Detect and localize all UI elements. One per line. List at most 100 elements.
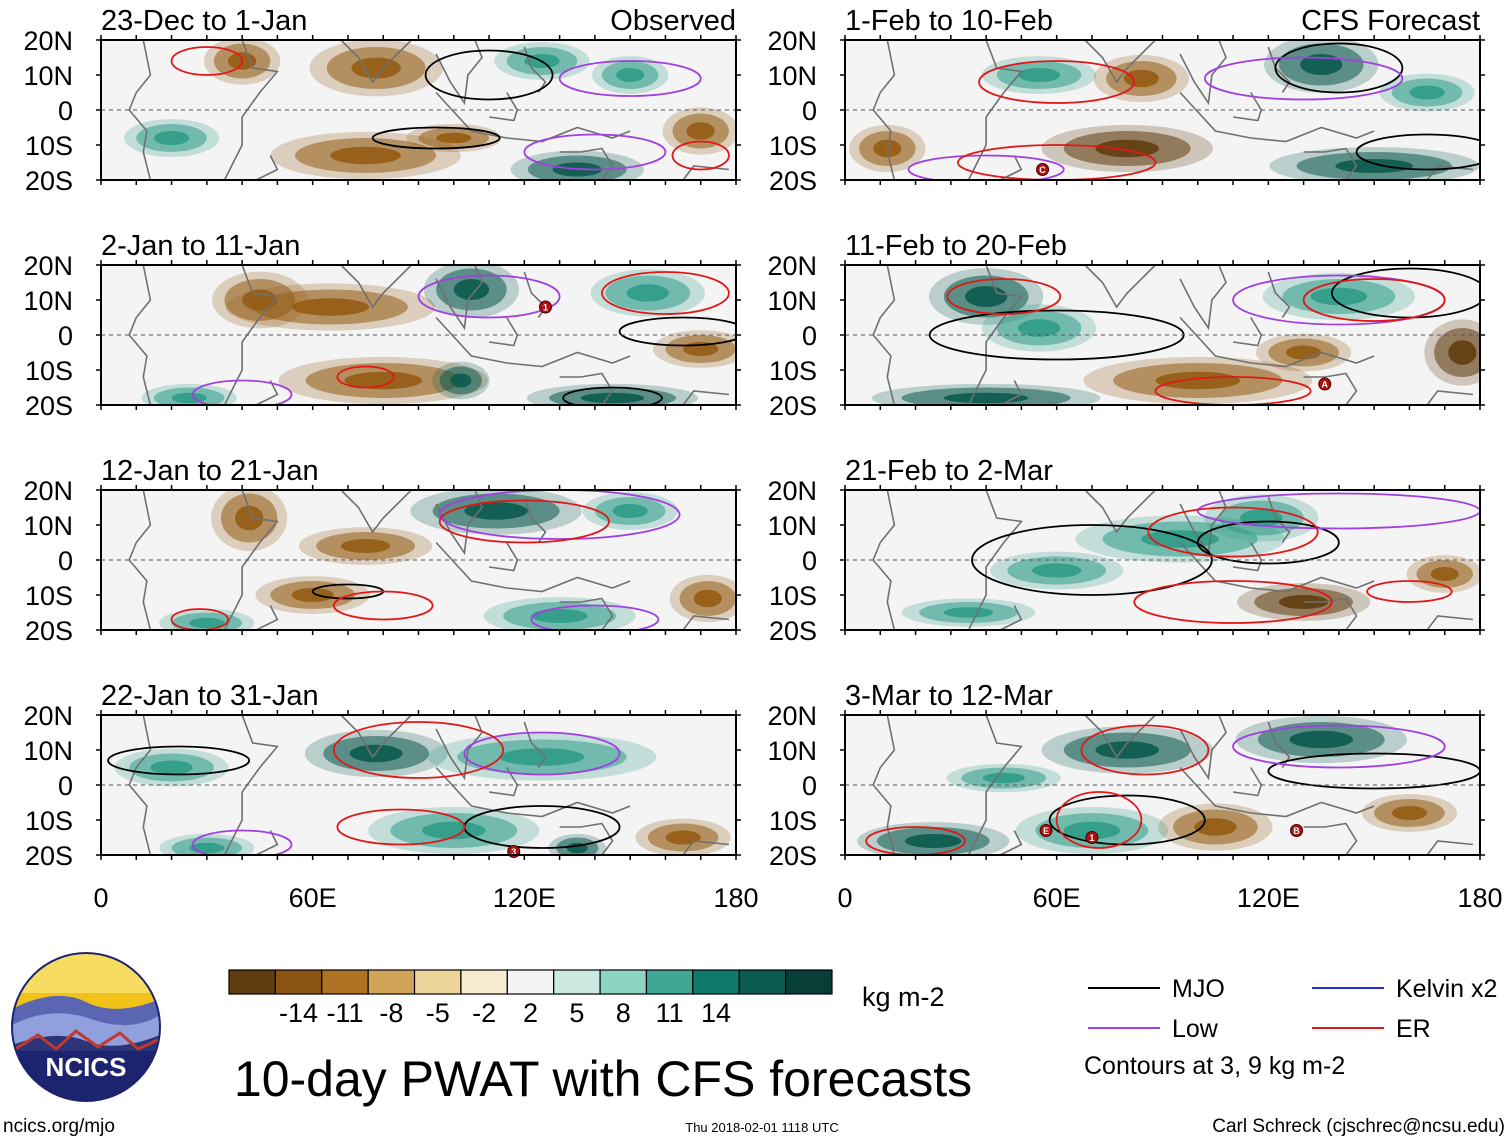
svg-text:1: 1 bbox=[1089, 833, 1094, 843]
y-tick-label: 10S bbox=[769, 131, 817, 161]
anomaly-blob-core bbox=[964, 286, 1008, 307]
storm-marker: E bbox=[1039, 824, 1053, 837]
panel-6: A 20N 10N 0 10S 20S 11-Feb to 20-Feb bbox=[767, 230, 1485, 421]
colorbar-tick-label: 5 bbox=[569, 998, 584, 1028]
y-tick-label: 20S bbox=[25, 391, 73, 421]
panel-title: 21-Feb to 2-Mar bbox=[845, 455, 1053, 487]
colorbar-swatch bbox=[645, 969, 694, 995]
svg-text:B: B bbox=[1293, 826, 1300, 836]
x-tick-label: 120E bbox=[493, 883, 556, 913]
colorbar-swatch bbox=[553, 969, 601, 995]
panel-title: 3-Mar to 12-Mar bbox=[845, 680, 1053, 712]
low-contour bbox=[191, 829, 293, 855]
anomaly-blob-core bbox=[344, 371, 423, 390]
colorbar-tick-label: 8 bbox=[616, 998, 631, 1028]
low-contour bbox=[558, 60, 702, 97]
mjo-contour bbox=[562, 386, 663, 405]
er-contour bbox=[170, 46, 244, 76]
y-tick-label: 0 bbox=[802, 321, 817, 351]
y-tick-label: 10S bbox=[769, 581, 817, 611]
y-tick-label: 20N bbox=[23, 701, 73, 731]
y-tick-label: 10S bbox=[25, 581, 73, 611]
y-tick-label: 20S bbox=[25, 841, 73, 871]
low-contour bbox=[1232, 724, 1446, 769]
logo-text: NCICS bbox=[46, 1052, 127, 1082]
panel-title: 1-Feb to 10-Feb bbox=[845, 5, 1053, 37]
panel-source-label: Observed bbox=[610, 5, 736, 37]
x-tick-label: 60E bbox=[1033, 883, 1081, 913]
anomaly-blob-core bbox=[1017, 68, 1061, 82]
figure-title: 10-day PWAT with CFS forecasts bbox=[234, 1051, 972, 1107]
anomaly-blob-core bbox=[686, 122, 715, 140]
x-tick-label: 120E bbox=[1237, 883, 1300, 913]
er-contour bbox=[1154, 376, 1312, 405]
anomaly-field bbox=[128, 265, 736, 405]
legend-note: Contours at 3, 9 kg m-2 bbox=[1084, 1052, 1345, 1080]
anomaly-blob-core bbox=[1095, 741, 1159, 759]
anomaly-blob-core bbox=[580, 392, 645, 404]
anomaly-blob-core bbox=[450, 373, 472, 388]
er-contour bbox=[170, 608, 229, 630]
colorbar-swatch bbox=[692, 969, 740, 995]
panel-title: 22-Jan to 31-Jan bbox=[101, 680, 319, 712]
anomaly-blob-core bbox=[1123, 69, 1159, 88]
y-tick-label: 10N bbox=[23, 286, 73, 316]
mjo-contour bbox=[618, 316, 736, 347]
colorbar-tick-label: 2 bbox=[523, 998, 538, 1028]
y-tick-label: 0 bbox=[58, 771, 73, 801]
er-contour bbox=[1133, 580, 1333, 624]
anomaly-blob-core bbox=[1141, 530, 1219, 548]
y-tick-label: 10N bbox=[23, 736, 73, 766]
contour-legend: MJO Kelvin x2 Low ER Contours at 3, 9 kg m-2 bbox=[1084, 975, 1497, 1080]
colorbar-tick-label: 14 bbox=[701, 998, 731, 1028]
colorbar-swatch bbox=[413, 969, 462, 995]
y-tick-label: 10N bbox=[23, 61, 73, 91]
anomaly-blob-core bbox=[340, 539, 391, 553]
y-tick-label: 10N bbox=[767, 61, 817, 91]
y-tick-label: 0 bbox=[802, 546, 817, 576]
y-tick-label: 0 bbox=[58, 546, 73, 576]
anomaly-blob-core bbox=[693, 589, 722, 608]
y-tick-label: 20N bbox=[23, 26, 73, 56]
x-tick-label: 180 bbox=[713, 883, 758, 913]
panel-source-label: CFS Forecast bbox=[1301, 5, 1480, 37]
anomaly-blob-core bbox=[1155, 371, 1241, 390]
anomaly-field bbox=[872, 490, 1480, 630]
y-tick-label: 20N bbox=[767, 701, 817, 731]
low-contour bbox=[1196, 492, 1480, 530]
coastlines bbox=[872, 40, 1473, 180]
y-tick-label: 20S bbox=[25, 616, 73, 646]
anomaly-blob-core bbox=[242, 289, 278, 311]
er-contour bbox=[601, 271, 730, 315]
panel-title: 23-Dec to 1-Jan bbox=[101, 5, 307, 37]
anomaly-blob-core bbox=[330, 146, 401, 165]
y-tick-label: 20N bbox=[23, 251, 73, 281]
y-tick-label: 10N bbox=[767, 736, 817, 766]
y-tick-label: 20N bbox=[23, 476, 73, 506]
y-tick-label: 10S bbox=[769, 356, 817, 386]
y-tick-label: 20S bbox=[769, 841, 817, 871]
coastlines bbox=[872, 265, 1473, 405]
y-tick-label: 20S bbox=[769, 166, 817, 196]
anomaly-blob-core bbox=[235, 505, 264, 531]
er-contour bbox=[1147, 506, 1319, 558]
colorbar-swatch bbox=[599, 969, 648, 995]
anomaly-blob-core bbox=[904, 834, 962, 848]
er-contour bbox=[336, 365, 395, 389]
anomaly-blob-core bbox=[1285, 345, 1322, 360]
mjo-contour bbox=[371, 126, 501, 150]
colorbar-tick-label: -11 bbox=[326, 998, 363, 1028]
anomaly-blob-core bbox=[1409, 85, 1445, 100]
svg-text:A: A bbox=[1322, 380, 1329, 390]
low-contour bbox=[417, 274, 561, 319]
anomaly-blob-core bbox=[665, 830, 701, 845]
colorbar-unit: kg m-2 bbox=[862, 982, 945, 1012]
mjo-contour bbox=[107, 745, 251, 776]
anomaly-blob-core bbox=[1391, 806, 1428, 820]
anomaly-blob-core bbox=[1448, 340, 1477, 365]
anomaly-blob-core bbox=[626, 284, 669, 302]
er-contour bbox=[946, 278, 1062, 315]
colorbar-tick-label: -5 bbox=[426, 998, 450, 1028]
anomaly-blob-core bbox=[1017, 319, 1061, 337]
anomaly-blob-core bbox=[943, 607, 994, 618]
